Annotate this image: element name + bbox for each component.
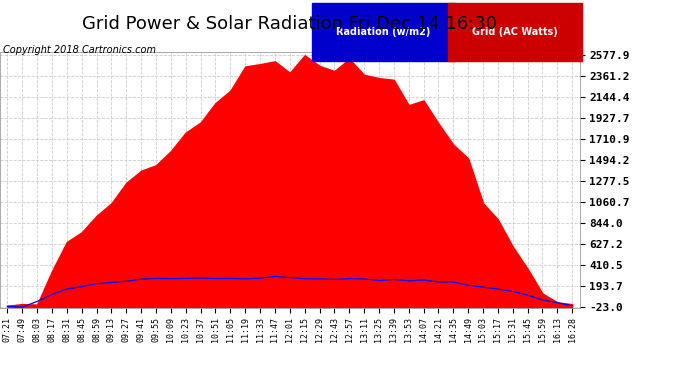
Text: Radiation (w/m2): Radiation (w/m2) — [336, 27, 431, 37]
Text: Grid Power & Solar Radiation Fri Dec 14 16:30: Grid Power & Solar Radiation Fri Dec 14 … — [82, 15, 497, 33]
Text: Grid (AC Watts): Grid (AC Watts) — [473, 27, 558, 37]
Text: Copyright 2018 Cartronics.com: Copyright 2018 Cartronics.com — [3, 45, 157, 55]
